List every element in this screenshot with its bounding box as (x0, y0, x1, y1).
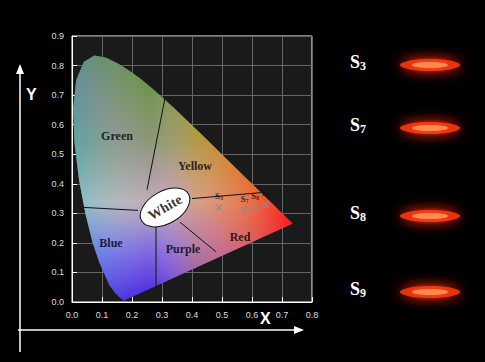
svg-text:S: S (350, 115, 360, 135)
svg-text:Green: Green (101, 129, 133, 143)
svg-text:Purple: Purple (166, 242, 201, 256)
svg-text:White: White (145, 192, 184, 223)
svg-text:7: 7 (246, 198, 249, 204)
svg-text:S: S (215, 190, 220, 201)
svg-text:Red: Red (230, 230, 251, 244)
svg-text:0.3: 0.3 (156, 310, 169, 320)
svg-text:0.8: 0.8 (306, 310, 319, 320)
svg-text:0.1: 0.1 (51, 267, 64, 277)
svg-text:0.7: 0.7 (51, 90, 64, 100)
svg-text:S: S (350, 203, 360, 223)
svg-text:0.0: 0.0 (51, 297, 64, 307)
svg-text:0.0: 0.0 (66, 310, 79, 320)
svg-text:0.9: 0.9 (51, 31, 64, 41)
svg-text:S: S (261, 187, 267, 198)
svg-text:9: 9 (267, 192, 270, 198)
svg-text:0.5: 0.5 (51, 149, 64, 159)
svg-text:0.2: 0.2 (126, 310, 139, 320)
svg-text:7: 7 (360, 122, 366, 136)
svg-text:3: 3 (360, 59, 366, 73)
svg-text:X: X (260, 310, 271, 327)
svg-text:0.5: 0.5 (216, 310, 229, 320)
svg-text:0.3: 0.3 (51, 208, 64, 218)
svg-text:9: 9 (360, 286, 366, 300)
svg-text:0.6: 0.6 (51, 120, 64, 130)
svg-text:0.7: 0.7 (276, 310, 289, 320)
svg-text:0.1: 0.1 (96, 310, 109, 320)
svg-text:S: S (350, 52, 360, 72)
svg-text:S: S (240, 193, 246, 204)
svg-text:8: 8 (360, 210, 366, 224)
svg-text:S: S (350, 279, 360, 299)
svg-text:0.2: 0.2 (51, 238, 64, 248)
svg-text:S: S (251, 190, 256, 201)
svg-text:0.4: 0.4 (186, 310, 199, 320)
svg-text:Blue: Blue (99, 236, 123, 250)
svg-text:0.6: 0.6 (246, 310, 259, 320)
svg-text:3: 3 (220, 195, 223, 201)
svg-text:Y: Y (26, 86, 37, 103)
svg-text:8: 8 (256, 195, 259, 201)
svg-text:0.4: 0.4 (51, 179, 64, 189)
svg-text:0.8: 0.8 (51, 61, 64, 71)
svg-text:Yellow: Yellow (178, 159, 212, 173)
